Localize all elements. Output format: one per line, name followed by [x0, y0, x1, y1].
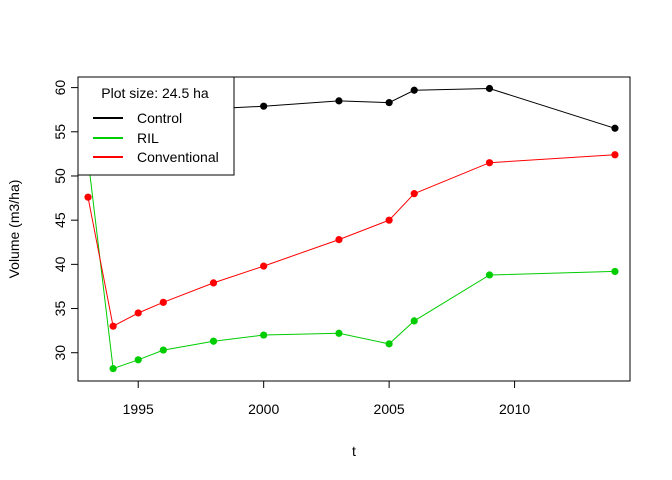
data-point-ril — [410, 317, 418, 325]
data-point-conventional — [410, 190, 418, 198]
legend: Plot size: 24.5 ha Control RIL Conventio… — [77, 76, 235, 176]
data-point-control — [611, 124, 619, 132]
data-point-control — [485, 84, 494, 93]
y-tick-label: 45 — [52, 212, 68, 228]
data-point-control — [410, 86, 418, 94]
data-point-ril — [134, 356, 142, 364]
legend-label-control: Control — [137, 110, 182, 126]
data-point-ril — [611, 267, 619, 276]
y-tick-label: 60 — [52, 80, 68, 96]
series-line-ril — [87, 158, 615, 370]
data-point-conventional — [159, 298, 167, 306]
legend-label-conventional: Conventional — [137, 149, 219, 165]
legend-box — [77, 76, 235, 176]
data-point-conventional — [260, 262, 268, 270]
x-axis-title: t — [352, 443, 356, 459]
x-tick-label: 2000 — [248, 401, 279, 417]
y-tick-label: 30 — [52, 345, 68, 361]
data-point-conventional — [485, 159, 494, 167]
data-point-conventional — [134, 309, 142, 317]
y-tick-label: 55 — [52, 124, 68, 140]
y-axis-title: Volume (m3/ha) — [6, 180, 22, 279]
data-point-ril — [109, 365, 117, 373]
data-point-control — [335, 97, 343, 105]
data-point-control — [385, 99, 393, 107]
data-point-ril — [209, 337, 218, 345]
data-point-ril — [335, 329, 343, 337]
y-tick-label: 40 — [52, 256, 68, 272]
data-point-ril — [485, 271, 494, 279]
y-tick-label: 50 — [52, 168, 68, 184]
data-point-ril — [260, 331, 268, 339]
data-point-conventional — [385, 216, 393, 224]
x-tick-label: 2005 — [374, 401, 405, 417]
axes-layer: 1995 2000 2005 2010 30 35 40 45 50 55 60 — [52, 80, 530, 417]
data-point-conventional — [209, 279, 218, 287]
legend-label-ril: RIL — [137, 130, 159, 146]
data-point-conventional — [611, 151, 619, 159]
y-tick-label: 35 — [52, 301, 68, 317]
data-point-conventional — [109, 322, 117, 330]
x-tick-label: 1995 — [123, 401, 154, 417]
series-line-conventional — [87, 154, 615, 327]
data-point-conventional — [335, 236, 343, 244]
data-point-ril — [385, 340, 393, 348]
legend-title: Plot size: 24.5 ha — [101, 85, 209, 101]
plot-frame — [77, 76, 631, 382]
data-point-control — [260, 102, 268, 110]
data-point-ril — [159, 346, 167, 354]
x-tick-label: 2010 — [499, 401, 530, 417]
data-point-conventional — [84, 193, 92, 201]
